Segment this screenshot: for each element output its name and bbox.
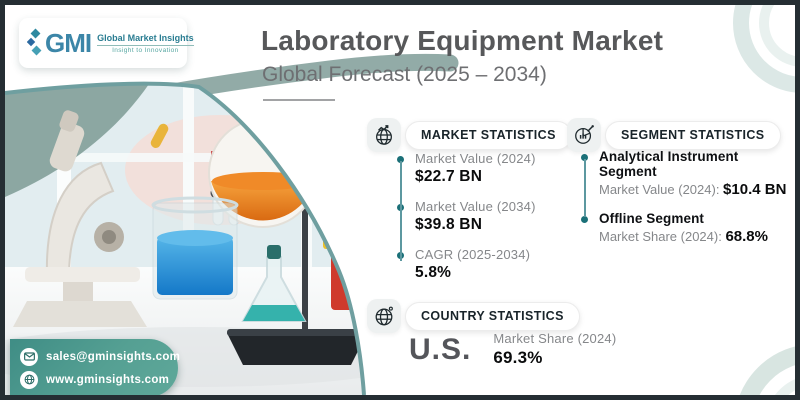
segment-statistics-header: SEGMENT STATISTICS xyxy=(567,118,781,152)
country-share-value: 69.3% xyxy=(493,348,543,367)
segment-statistics-list: Analytical Instrument Segment Market Val… xyxy=(581,149,795,258)
offline-segment-label: Market Share (2024): xyxy=(599,229,726,244)
bullet-dot xyxy=(397,156,404,163)
country-statistics-block: U.S. Market Share (2024) 69.3% xyxy=(409,331,616,368)
gmi-logo-mark: GMI xyxy=(27,28,92,58)
market-connector-line xyxy=(400,161,402,261)
country-share-label: Market Share (2024) xyxy=(493,331,617,346)
market-item-cagr: CAGR (2025-2034) 5.8% xyxy=(397,247,536,282)
cagr-value: 5.8% xyxy=(415,264,452,281)
offline-segment-line: Market Share (2024): 68.8% xyxy=(599,228,795,245)
globe-icon xyxy=(367,299,401,333)
page-subtitle: Global Forecast (2025 – 2034) xyxy=(262,63,547,86)
blue-beaker xyxy=(151,196,239,300)
gmi-diamond-icon xyxy=(27,28,42,56)
email-text: sales@gminsights.com xyxy=(46,350,181,363)
ring-decor-bottom-right xyxy=(739,346,795,395)
offline-segment-value: 68.8% xyxy=(725,228,768,245)
page-title: Laboratory Equipment Market xyxy=(261,25,664,56)
bullet-dot xyxy=(581,154,588,161)
email-icon xyxy=(20,347,38,366)
ring-decor-top-right xyxy=(733,5,795,93)
stand-base xyxy=(227,333,364,365)
market-item-2024: Market Value (2024) $22.7 BN xyxy=(397,151,536,186)
analytical-segment-label: Market Value (2024): xyxy=(599,182,724,197)
market-statistics-pill: MARKET STATISTICS xyxy=(405,120,572,150)
offline-segment-name: Offline Segment xyxy=(599,211,705,226)
pie-arrow-icon xyxy=(567,118,601,152)
country-statistics-header: COUNTRY STATISTICS xyxy=(367,299,580,333)
segment-item-offline: Offline Segment Market Share (2024): 68.… xyxy=(581,211,795,245)
country-statistics-pill: COUNTRY STATISTICS xyxy=(405,301,580,331)
lab-photo xyxy=(5,83,364,395)
globe-trend-icon xyxy=(367,118,401,152)
analytical-segment-line: Market Value (2024): $10.4 BN xyxy=(599,181,795,198)
website-globe-icon xyxy=(20,370,38,389)
subtitle-underline xyxy=(263,99,335,101)
market-value-2034-value: $39.8 BN xyxy=(415,216,483,233)
logo-separator xyxy=(97,44,194,46)
market-value-2024-label: Market Value (2024) xyxy=(415,151,536,166)
logo-acronym: GMI xyxy=(45,28,92,58)
website-link[interactable]: www.gminsights.com xyxy=(20,370,178,389)
teal-flask xyxy=(241,245,307,322)
segment-item-analytical: Analytical Instrument Segment Market Val… xyxy=(581,149,795,198)
microscope xyxy=(13,110,147,327)
analytical-segment-name: Analytical Instrument Segment xyxy=(599,149,739,179)
logo-tagline: Insight to Innovation xyxy=(112,46,179,54)
website-text: www.gminsights.com xyxy=(46,373,170,386)
gmi-logo: GMI Global Market Insights Insight to In… xyxy=(19,18,194,68)
email-link[interactable]: sales@gminsights.com xyxy=(20,347,181,366)
market-statistics-header: MARKET STATISTICS xyxy=(367,118,572,152)
background-decor-and-lab-photo xyxy=(5,5,795,395)
logo-company-name: Global Market Insights xyxy=(97,32,194,43)
contact-pill: sales@gminsights.com www.gminsights.com xyxy=(10,339,181,395)
segment-statistics-pill: SEGMENT STATISTICS xyxy=(605,120,781,150)
market-item-2034: Market Value (2034) $39.8 BN xyxy=(397,199,536,234)
cagr-label: CAGR (2025-2034) xyxy=(415,247,531,262)
segment-connector-line xyxy=(584,159,586,217)
country-name: U.S. xyxy=(409,333,472,366)
market-value-2034-label: Market Value (2034) xyxy=(415,199,536,214)
analytical-segment-value: $10.4 BN xyxy=(723,181,787,198)
photo-curve-edge xyxy=(5,81,366,395)
market-value-2024-value: $22.7 BN xyxy=(415,168,483,185)
bullet-dot xyxy=(581,216,588,223)
market-statistics-list: Market Value (2024) $22.7 BN Market Valu… xyxy=(397,151,536,295)
